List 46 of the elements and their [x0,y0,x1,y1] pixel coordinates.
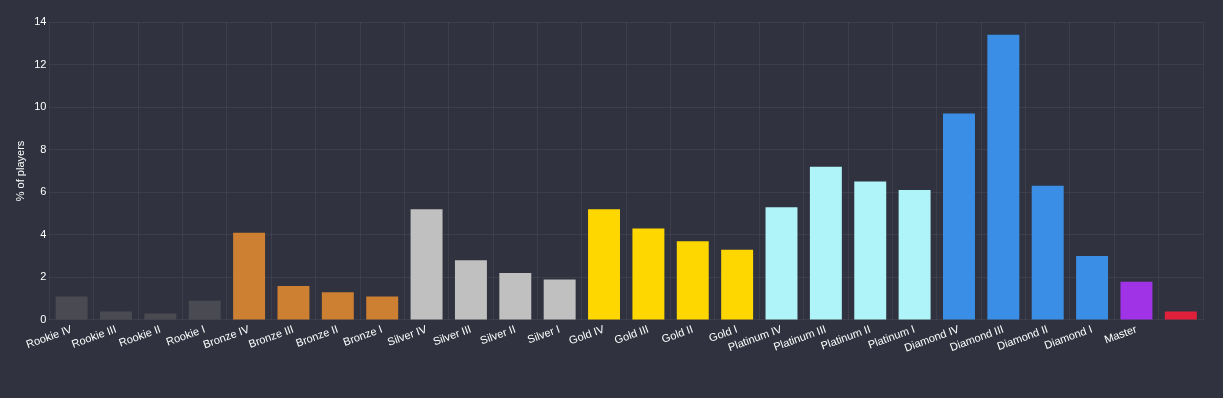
bar [277,285,310,320]
x-tick-label: Rookie II [117,322,163,349]
bar [987,34,1020,320]
y-tick-label: 0 [40,312,47,325]
bar [1120,281,1153,320]
y-tick-label: 8 [40,142,47,155]
y-axis-title: % of players [13,140,26,202]
bar [454,260,487,320]
x-tick-label: Master [1102,322,1139,346]
x-tick-label: Silver IV [385,322,429,348]
bar [676,241,709,320]
bar [1076,256,1109,320]
y-tick-label: 4 [40,227,47,240]
bar [765,207,798,320]
bar [943,113,975,320]
bar [588,209,621,320]
bar [1164,311,1197,320]
y-tick-label: 14 [34,15,47,28]
x-tick-label: Silver II [478,322,518,347]
x-tick-label: Bronze II [294,322,340,349]
y-tick-label: 10 [34,100,47,113]
bar [854,181,887,320]
bar [366,296,399,320]
bar [898,190,931,320]
x-tick-label: Silver III [431,322,473,348]
bar [410,209,443,320]
bar [632,228,665,320]
y-tick-label: 6 [40,185,47,198]
bar [543,279,576,320]
bar [321,292,354,320]
bar [1031,185,1064,320]
y-tick-label: 12 [34,57,47,70]
bar [809,166,842,320]
bar [188,300,221,320]
bar [721,249,754,320]
x-tick-label: Gold II [659,322,695,345]
bar [100,311,132,320]
x-tick-label: Rookie III [69,322,118,350]
bar [499,273,532,320]
x-tick-label: Gold III [612,322,651,346]
x-tick-label: Silver I [525,322,562,346]
bar [55,296,88,320]
x-tick-label: Bronze I [341,322,384,348]
y-tick-label: 2 [40,270,47,283]
bar [233,232,266,320]
x-tick-label: Gold IV [567,322,607,347]
